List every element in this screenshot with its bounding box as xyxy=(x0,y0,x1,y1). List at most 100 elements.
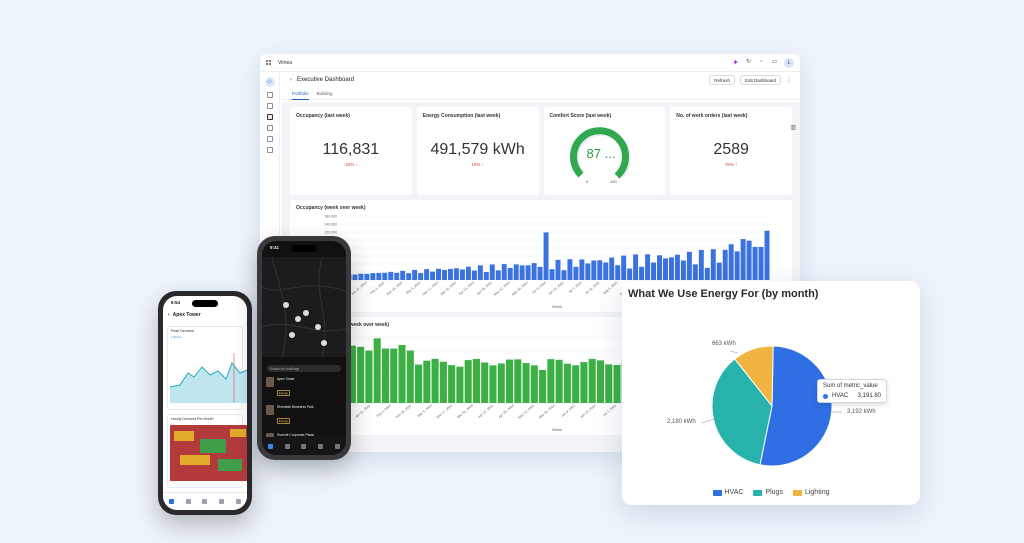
nav-analytics-icon[interactable] xyxy=(266,125,273,131)
occupancy-bar[interactable] xyxy=(698,249,704,280)
side-panel-toggle-icon[interactable]: ▥ xyxy=(790,125,796,131)
energy-bar[interactable] xyxy=(464,360,472,403)
occupancy-bar[interactable] xyxy=(370,273,376,280)
back-chevron-icon[interactable]: ‹ xyxy=(168,312,170,318)
occupancy-bar[interactable] xyxy=(424,269,430,280)
home-icon[interactable]: ◇ xyxy=(264,77,275,87)
energy-bar[interactable] xyxy=(456,366,464,403)
nav-orders-icon[interactable] xyxy=(318,443,324,449)
occupancy-bar[interactable] xyxy=(507,267,513,280)
occupancy-bar[interactable] xyxy=(573,266,579,280)
search-input[interactable]: Search for buildings xyxy=(267,365,341,372)
occupancy-bar[interactable] xyxy=(657,255,662,280)
occupancy-bar[interactable] xyxy=(477,265,483,280)
occupancy-bar[interactable] xyxy=(519,265,525,280)
energy-bar[interactable] xyxy=(596,360,605,403)
energy-bar[interactable] xyxy=(373,338,381,403)
occupancy-bar[interactable] xyxy=(394,272,400,280)
energy-bar[interactable] xyxy=(423,360,431,403)
occupancy-bar[interactable] xyxy=(465,266,471,280)
kpi-work-orders[interactable]: No. of work orders (last week) 2589 76% … xyxy=(670,107,792,195)
occupancy-bar[interactable] xyxy=(668,257,674,280)
occupancy-bar[interactable] xyxy=(561,270,567,280)
energy-bar[interactable] xyxy=(431,358,439,403)
occupancy-bar[interactable] xyxy=(525,265,531,280)
hourly-demand-card[interactable]: Hourly Demand Per Month xyxy=(167,414,247,488)
occupancy-bar[interactable] xyxy=(627,268,633,280)
occupancy-bar[interactable] xyxy=(537,266,543,280)
occupancy-bar[interactable] xyxy=(418,273,424,280)
nav-alerts-icon[interactable] xyxy=(202,499,208,504)
avatar[interactable]: L xyxy=(784,57,794,68)
back-chevron-icon[interactable]: › xyxy=(290,77,292,83)
energy-bar[interactable] xyxy=(415,364,423,403)
occupancy-bar[interactable] xyxy=(740,239,746,280)
occupancy-bar[interactable] xyxy=(764,230,770,280)
occupancy-bar[interactable] xyxy=(448,268,453,280)
chat-icon[interactable]: ▭ xyxy=(771,59,778,65)
occupancy-bar[interactable] xyxy=(633,254,639,280)
peak-demand-card[interactable]: Peak Demand 1.80 kw xyxy=(167,326,247,410)
occupancy-bar[interactable] xyxy=(376,272,382,280)
kpi-comfort[interactable]: Comfort Score (last week) 87 ... 0 100 xyxy=(543,107,666,195)
tab-portfolio[interactable]: Portfolio xyxy=(292,88,309,100)
occupancy-bar[interactable] xyxy=(549,269,555,280)
energy-bar[interactable] xyxy=(588,358,596,403)
energy-bar[interactable] xyxy=(555,359,563,403)
pie-slice-hvac[interactable] xyxy=(759,345,833,467)
nav-workorders-icon[interactable] xyxy=(266,136,273,142)
occupancy-bar[interactable] xyxy=(674,254,680,280)
occupancy-bar[interactable] xyxy=(543,232,549,280)
occupancy-bar[interactable] xyxy=(728,244,734,280)
occupancy-bar[interactable] xyxy=(364,273,370,280)
occupancy-bar[interactable] xyxy=(585,263,591,280)
occupancy-bar[interactable] xyxy=(459,269,465,280)
occupancy-bar[interactable] xyxy=(680,260,686,280)
occupancy-bar[interactable] xyxy=(483,272,489,280)
occupancy-bar[interactable] xyxy=(531,263,537,280)
occupancy-bar[interactable] xyxy=(382,272,388,280)
refresh-button[interactable]: Refresh xyxy=(709,75,735,85)
kpi-energy[interactable]: Energy Consumption (last week) 491,579 k… xyxy=(416,107,539,195)
nav-buildings-icon[interactable] xyxy=(266,92,273,98)
tab-building[interactable]: Building xyxy=(316,90,333,96)
legend-item-plugs[interactable]: Plugs xyxy=(753,489,783,496)
energy-bar[interactable] xyxy=(580,362,588,403)
occupancy-bar[interactable] xyxy=(615,265,621,280)
occupancy-bar[interactable] xyxy=(758,246,764,280)
energy-bar[interactable] xyxy=(406,350,414,403)
energy-bar[interactable] xyxy=(448,365,456,403)
nav-more-icon[interactable] xyxy=(236,499,242,504)
energy-bar[interactable] xyxy=(522,363,530,403)
nav-dashboard-icon[interactable] xyxy=(266,114,273,120)
occupancy-bar[interactable] xyxy=(471,270,477,280)
occupancy-bar[interactable] xyxy=(716,262,722,280)
nav-orders-icon[interactable] xyxy=(219,499,225,504)
occupancy-bar[interactable] xyxy=(663,258,668,280)
occupancy-bar[interactable] xyxy=(639,266,645,280)
occupancy-bar[interactable] xyxy=(513,264,519,280)
occupancy-bar[interactable] xyxy=(645,254,651,280)
list-item[interactable]: Apex Tower Energy xyxy=(266,377,342,399)
nav-buildings-icon[interactable] xyxy=(185,499,191,504)
pie-slice-plugs[interactable] xyxy=(711,358,773,466)
occupancy-bar[interactable] xyxy=(710,249,716,280)
edit-dashboard-button[interactable]: Edit Dashboard xyxy=(739,75,781,85)
occupancy-bar[interactable] xyxy=(442,269,447,280)
energy-bar[interactable] xyxy=(381,348,390,403)
occupancy-bar[interactable] xyxy=(722,249,728,280)
occupancy-bar[interactable] xyxy=(400,270,406,280)
energy-bar[interactable] xyxy=(605,364,613,403)
occupancy-bar[interactable] xyxy=(358,273,364,280)
nav-settings-icon[interactable] xyxy=(266,147,273,153)
energy-bar[interactable] xyxy=(572,365,580,403)
energy-bar[interactable] xyxy=(539,370,547,403)
occupancy-bar[interactable] xyxy=(436,268,442,280)
energy-bar[interactable] xyxy=(481,362,489,403)
occupancy-bar[interactable] xyxy=(412,269,418,280)
ai-sparkle-icon[interactable]: ✦ xyxy=(732,58,739,67)
occupancy-bar[interactable] xyxy=(501,264,507,280)
apps-grid-icon[interactable] xyxy=(266,59,272,66)
occupancy-bar[interactable] xyxy=(555,259,561,280)
refresh-icon[interactable]: ↻ xyxy=(745,59,752,65)
